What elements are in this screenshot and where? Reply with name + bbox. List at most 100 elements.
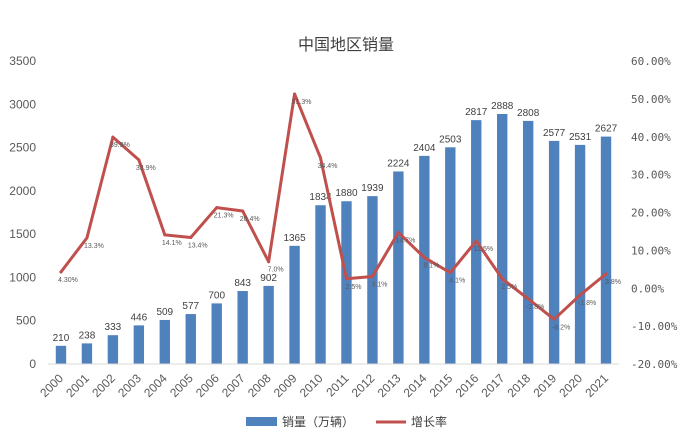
growth-value-label: 39.9% — [110, 142, 130, 149]
bar-value-label: 2627 — [595, 124, 618, 135]
x-tick-label: 2005 — [167, 371, 196, 400]
bar-value-label: 2888 — [491, 101, 514, 112]
growth-line — [59, 92, 608, 321]
x-tick-label: 2003 — [115, 371, 144, 400]
bar — [548, 140, 560, 364]
y-right-tick-label: -20.00% — [631, 358, 678, 371]
growth-point — [526, 297, 530, 301]
bar-value-label: 238 — [79, 330, 96, 341]
growth-point — [215, 206, 219, 210]
bar — [107, 335, 119, 364]
growth-point — [241, 209, 245, 213]
bar-value-label: 843 — [234, 278, 251, 289]
legend: 销量（万辆） 增长率 — [246, 414, 447, 429]
growth-point — [267, 260, 271, 264]
bar — [574, 144, 586, 364]
bar — [522, 120, 534, 364]
bar — [133, 325, 145, 364]
growth-value-label: 14.7% — [395, 238, 415, 245]
x-tick-label: 2009 — [271, 371, 300, 400]
y-left-tick-label: 2000 — [9, 184, 36, 198]
x-tick-label: 2017 — [479, 371, 508, 400]
x-tick-label: 2013 — [375, 371, 404, 400]
y-right-tick-label: -10.00% — [631, 320, 678, 333]
x-tick-label: 2019 — [530, 371, 559, 400]
y-left-tick-label: 2500 — [9, 141, 36, 155]
growth-point — [474, 239, 478, 243]
y-left-tick-label: 1500 — [9, 227, 36, 241]
bar — [497, 113, 508, 364]
bar — [600, 136, 612, 364]
x-tick-label: 2018 — [504, 371, 533, 400]
bar — [341, 201, 352, 364]
growth-value-label: 2.5% — [501, 284, 517, 291]
growth-value-label: 2.5% — [345, 284, 361, 291]
bar — [445, 147, 456, 364]
growth-point — [111, 135, 115, 139]
bar — [263, 285, 274, 364]
bar — [393, 171, 404, 364]
bar — [315, 205, 326, 364]
growth-point — [163, 233, 167, 237]
bar-value-label: 902 — [260, 273, 277, 284]
bar-value-label: 1939 — [361, 183, 384, 194]
growth-point — [552, 317, 556, 321]
line-layer: 4.30% 13.3% 39.9% 33.9% 14.1% 13.4% 21.3% 20.4%… — [58, 92, 621, 331]
bar-value-label: 2808 — [517, 108, 540, 119]
x-tick-label: 2001 — [63, 371, 92, 400]
bar-value-label: 700 — [208, 290, 225, 301]
chart-title: 中国地区销量 — [298, 35, 394, 54]
growth-value-label: 7.0% — [268, 267, 284, 274]
y-right-tick-label: 10.00% — [631, 244, 671, 257]
x-tick-label: 2011 — [323, 371, 351, 399]
x-tick-label: 2002 — [89, 371, 118, 400]
growth-value-label: 51.3% — [292, 99, 312, 106]
y-right-tick-label: 40.00% — [631, 131, 671, 144]
legend-label-growth: 增长率 — [411, 414, 447, 429]
x-tick-label: 2007 — [219, 371, 248, 400]
y-right-tick-label: 50.00% — [631, 93, 671, 106]
x-tick-label: 2021 — [582, 371, 611, 400]
growth-value-label: 4.1% — [449, 278, 465, 285]
y-left-tick-label: 3500 — [9, 54, 36, 68]
growth-point — [370, 275, 374, 279]
y-left-tick-label: 1000 — [9, 270, 36, 284]
growth-point — [578, 293, 582, 297]
x-tick-label: 2010 — [297, 371, 326, 400]
y-right-tick-label: 60.00% — [631, 55, 671, 68]
x-tick-label: 2015 — [427, 371, 456, 400]
x-tick-label: 2014 — [401, 371, 430, 400]
bar — [81, 343, 93, 364]
y-left-tick-label: 0 — [29, 357, 36, 371]
growth-point — [604, 272, 608, 276]
x-tick-label: 2020 — [556, 371, 585, 400]
x-tick-label: 2000 — [37, 371, 66, 400]
y-left-tick-label: 3000 — [9, 97, 36, 111]
bar — [159, 319, 170, 364]
growth-value-label: -1.8% — [578, 300, 596, 307]
x-tick-label: 2004 — [141, 371, 170, 400]
bar-value-label: 2817 — [465, 107, 488, 118]
bar-value-label: 2224 — [387, 158, 410, 169]
growth-point — [85, 236, 89, 240]
bar — [55, 345, 67, 364]
growth-value-label: 33.9% — [136, 165, 156, 172]
growth-point — [293, 92, 297, 96]
bar-value-label: 2503 — [439, 134, 462, 145]
bar-value-label: 1365 — [283, 233, 306, 244]
growth-point — [319, 156, 323, 160]
growth-value-label: 12.5% — [473, 246, 493, 253]
growth-value-label: 3.1% — [371, 282, 387, 289]
y-right-tick-label: 0.00% — [631, 282, 664, 295]
bar — [211, 303, 222, 364]
y-right-tick-label: 20.00% — [631, 207, 671, 220]
bar-value-label: 1880 — [335, 188, 358, 199]
growth-point — [500, 277, 504, 281]
bar-value-label: 2531 — [569, 132, 592, 143]
x-tick-label: 2012 — [349, 371, 378, 400]
bar-value-label: 210 — [53, 333, 70, 344]
growth-value-label: 20.4% — [240, 216, 260, 223]
